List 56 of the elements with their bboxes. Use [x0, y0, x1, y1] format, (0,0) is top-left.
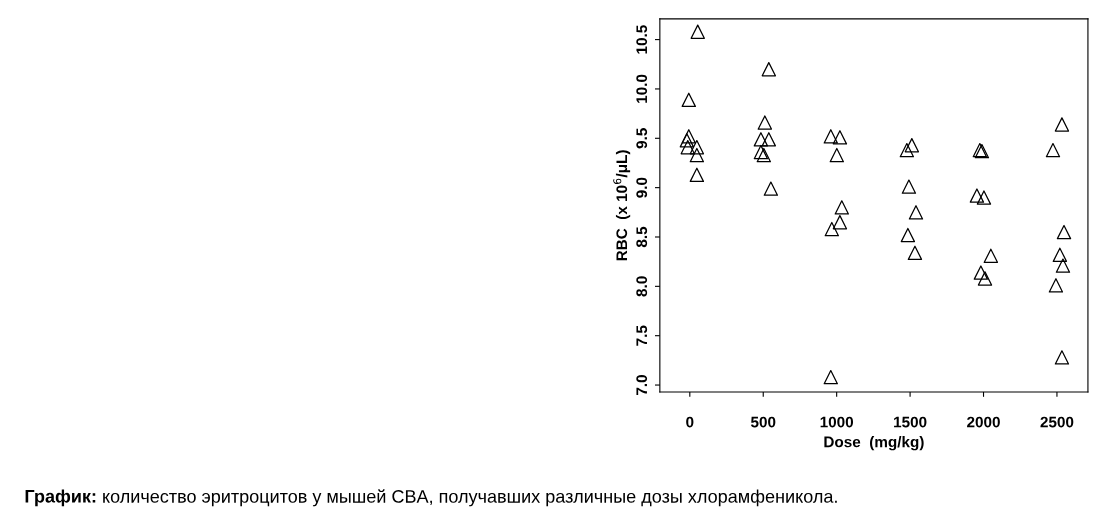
text: График: [25, 489, 96, 507]
y-tick-label: 10.5 [636, 25, 648, 54]
point [681, 129, 696, 144]
point [829, 147, 845, 163]
point [1045, 142, 1061, 158]
y-axis-title: RBC (x 10$^{6}$/μL) [613, 150, 631, 261]
point [823, 129, 839, 144]
y-tick-label: 8.5 [636, 226, 648, 248]
point [753, 132, 769, 147]
point [976, 190, 992, 205]
point [983, 248, 999, 263]
point [681, 92, 696, 108]
x-tick-label: 1000 [820, 416, 854, 428]
y-tick-label: 8.0 [636, 276, 648, 297]
point [761, 132, 777, 147]
point [689, 139, 705, 155]
y-tick-label: 9.0 [636, 177, 648, 198]
point [1055, 258, 1071, 273]
x-tick-label: 2000 [967, 416, 1000, 428]
point [908, 205, 924, 220]
point [1054, 350, 1070, 365]
point [1054, 117, 1070, 132]
point [680, 139, 695, 155]
point [761, 61, 777, 77]
text: количество эритроцитов у мышей CBA, получавших различные дозы хлорамфеникола. [103, 489, 837, 507]
point [690, 24, 705, 39]
point [689, 147, 705, 163]
point [904, 137, 920, 153]
point [763, 181, 779, 196]
point [832, 214, 848, 230]
point [834, 200, 850, 215]
y-tick-label: 7.0 [636, 375, 648, 395]
point [1052, 247, 1068, 262]
x-tick-label: 0 [686, 416, 694, 428]
y-tick-label: 7.5 [636, 325, 648, 346]
point [907, 245, 923, 260]
point [969, 188, 985, 203]
point [689, 167, 705, 183]
point [977, 271, 993, 286]
point [832, 130, 848, 145]
x-tick-label: 2500 [1040, 416, 1074, 428]
point [757, 115, 773, 130]
y-tick-label: 10.0 [636, 74, 648, 103]
point [899, 142, 915, 158]
point [900, 227, 916, 243]
x-axis-title: Dose (mg/kg) [824, 436, 924, 451]
point [973, 265, 989, 280]
point [823, 369, 839, 385]
point [1056, 224, 1072, 240]
x-tick-label: 500 [750, 416, 776, 428]
point [1048, 278, 1064, 293]
x-tick-label: 1500 [894, 416, 927, 428]
point [679, 133, 695, 148]
y-tick-label: 9.5 [636, 128, 648, 149]
point [901, 179, 917, 194]
point [824, 221, 840, 237]
